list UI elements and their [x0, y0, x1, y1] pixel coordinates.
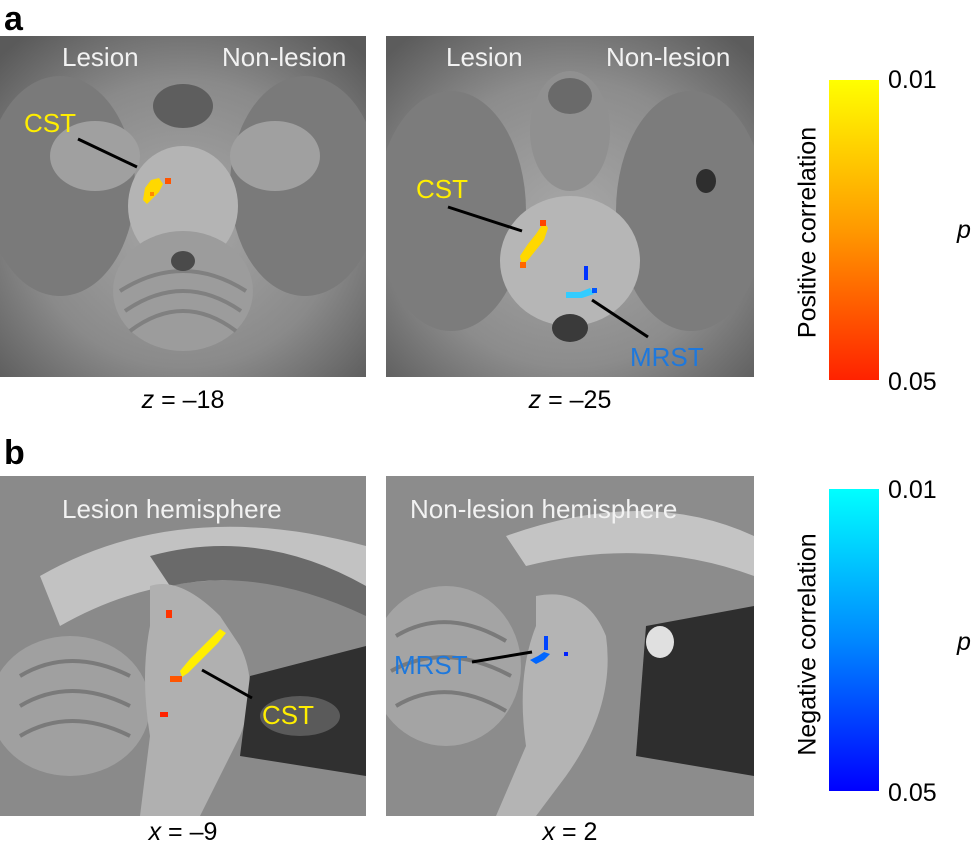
cst-label: CST: [262, 700, 314, 730]
lesion-side-label: Lesion: [446, 42, 523, 72]
coordinate-label: x = –9: [0, 820, 366, 845]
hemisphere-title: Lesion hemisphere: [62, 494, 282, 524]
axial-mri-image-1: Lesion Non-lesion CST: [0, 36, 366, 377]
coordinate-variable: z: [141, 386, 155, 414]
non-lesion-side-label: Non-lesion: [222, 42, 347, 72]
panel-b-letter: b: [4, 434, 25, 472]
positive-colorbar-title: Positive correlation: [793, 126, 822, 339]
panel-a-letter: a: [4, 0, 23, 38]
mrst-label: MRST: [630, 342, 704, 372]
cst-label: CST: [416, 174, 468, 204]
lesion-side-label: Lesion: [62, 42, 139, 72]
positive-colorbar: [829, 80, 879, 380]
coordinate-variable: x: [148, 818, 162, 846]
positive-bottom-tick: 0.05: [888, 368, 937, 396]
sagittal-mri-image-2: Non-lesion hemisphere MRST: [386, 476, 754, 816]
negative-colorbar-title: Negative correlation: [793, 533, 822, 756]
sagittal-mri-image-1: Lesion hemisphere CST: [0, 476, 366, 816]
coordinate-variable: x: [542, 818, 556, 846]
negative-colorbar: [829, 489, 879, 791]
coordinate-label: z = –18: [0, 388, 366, 413]
positive-top-tick: 0.01: [888, 66, 937, 94]
negative-top-tick: 0.01: [888, 476, 937, 504]
coordinate-value: = –25: [541, 386, 612, 414]
coordinate-variable: z: [528, 386, 542, 414]
axial-mri-image-2: Lesion Non-lesion CST MRST: [386, 36, 754, 377]
hemisphere-title: Non-lesion hemisphere: [410, 494, 678, 524]
coordinate-label: z = –25: [386, 388, 754, 413]
coordinate-label: x = 2: [386, 820, 754, 845]
coordinate-value: = –9: [161, 818, 218, 846]
negative-p-variable: p: [957, 628, 971, 656]
negative-bottom-tick: 0.05: [888, 779, 937, 807]
mrst-label: MRST: [394, 650, 468, 680]
non-lesion-side-label: Non-lesion: [606, 42, 731, 72]
cst-label: CST: [24, 108, 76, 138]
coordinate-value: = –18: [154, 386, 225, 414]
positive-p-variable: p: [957, 216, 971, 244]
coordinate-value: = 2: [555, 818, 598, 846]
